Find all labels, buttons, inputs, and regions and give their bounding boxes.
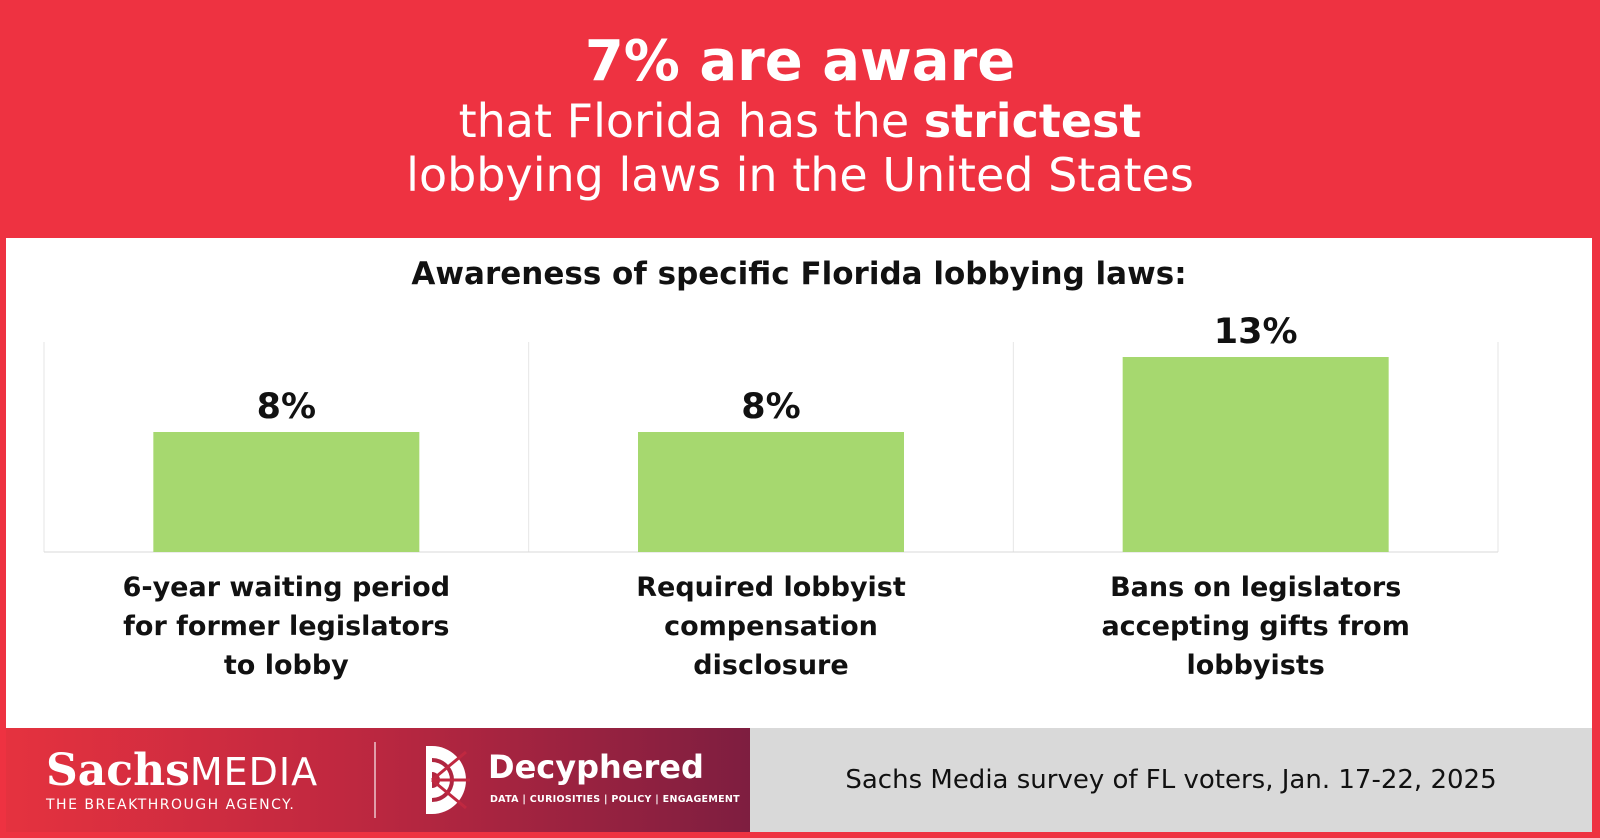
headline: 7% are aware	[584, 29, 1016, 94]
bar-value-label: 13%	[1214, 312, 1298, 352]
category-label: disclosure	[693, 650, 848, 681]
sachs-tagline: THE BREAKTHROUGH AGENCY.	[46, 797, 296, 813]
sachs-media-logo: SachsMEDIA THE BREAKTHROUGH AGENCY.	[46, 745, 319, 814]
sachs-logo-bold: Sachs	[46, 745, 190, 796]
bar-value-label: 8%	[741, 387, 800, 427]
decyphered-name: Decyphered	[488, 748, 704, 786]
footer-source-bar: Sachs Media survey of FL voters, Jan. 17…	[750, 728, 1592, 832]
subheadline-line-2: that Florida has the strictest	[0, 94, 1600, 148]
category-label: accepting gifts from	[1101, 611, 1409, 642]
category-label: Bans on legislators	[1110, 572, 1401, 603]
footer-divider	[374, 742, 376, 818]
footer-brand-bar: SachsMEDIA THE BREAKTHROUGH AGENCY. Decy…	[6, 728, 750, 832]
chart-panel: Awareness of specific Florida lobbying l…	[6, 238, 1592, 728]
category-label: lobbyists	[1186, 650, 1324, 681]
category-label: compensation	[664, 611, 878, 642]
bar-chart: 8% 6-year waiting period for former legisl…	[43, 312, 1499, 681]
category-label: 6-year waiting period	[123, 572, 450, 603]
sachs-logo-light: MEDIA	[189, 750, 319, 794]
header-banner: 7% are aware that Florida has the strict…	[0, 0, 1600, 236]
decyphered-logo-icon	[426, 746, 470, 814]
category-label: to lobby	[224, 650, 349, 681]
chart-title: Awareness of specific Florida lobbying l…	[411, 256, 1187, 292]
decyphered-tagline: DATA | CURIOSITIES | POLICY | ENGAGEMENT	[490, 794, 740, 805]
subheadline-prefix: that Florida has the	[458, 94, 924, 148]
category-label: for former legislators	[123, 611, 449, 642]
category-label: Required lobbyist	[636, 572, 906, 603]
subheadline-line-3: lobbying laws in the United States	[406, 148, 1194, 202]
bar	[153, 432, 420, 552]
bar	[638, 432, 904, 552]
bar-value-label: 8%	[257, 387, 316, 427]
bar	[1122, 357, 1389, 552]
source-note: Sachs Media survey of FL voters, Jan. 17…	[845, 765, 1497, 795]
subheadline-emphasis: strictest	[923, 94, 1142, 148]
